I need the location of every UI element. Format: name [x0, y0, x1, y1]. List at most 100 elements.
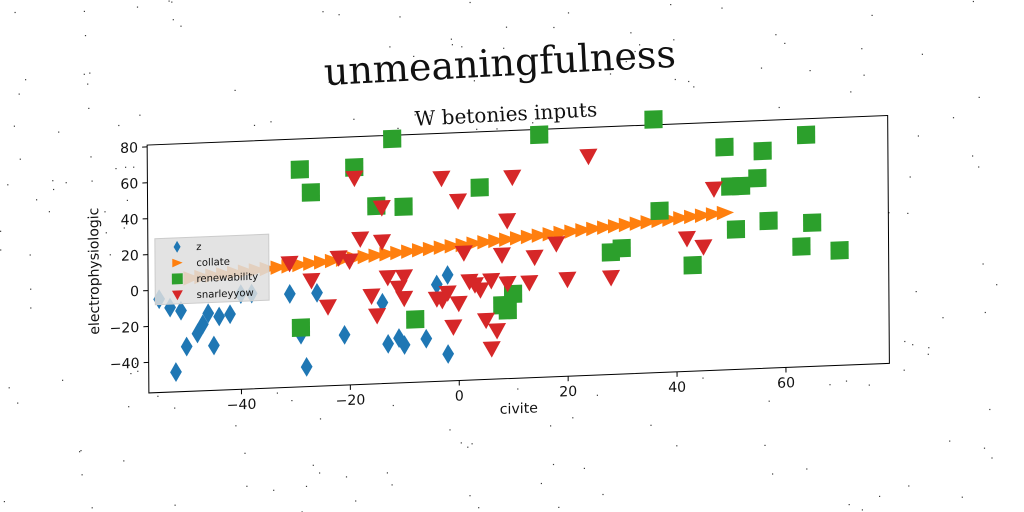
- background-speck: [104, 211, 106, 213]
- background-speck: [451, 44, 453, 46]
- data-point-z: [180, 336, 193, 357]
- data-point-snarleyyow: [340, 253, 359, 270]
- data-point-snarleyyow: [345, 170, 364, 188]
- background-speck: [168, 0, 170, 2]
- y-tick-label: 0: [130, 284, 139, 300]
- data-point-snarleyyow: [482, 272, 501, 290]
- background-speck: [473, 80, 475, 82]
- background-speck: [482, 120, 484, 123]
- background-speck: [674, 78, 676, 81]
- data-point-collate: [324, 253, 343, 269]
- background-speck: [861, 48, 863, 50]
- data-point-renewability: [715, 137, 734, 157]
- data-point-collate: [716, 205, 735, 221]
- background-speck: [25, 79, 27, 81]
- background-speck: [52, 180, 54, 182]
- data-point-z: [311, 282, 323, 303]
- y-tick-label: 40: [121, 212, 139, 229]
- background-speck: [53, 188, 55, 191]
- background-speck: [942, 317, 944, 319]
- background-speck: [863, 74, 865, 76]
- background-speck: [775, 34, 777, 36]
- background-speck: [115, 168, 117, 170]
- data-point-snarleyyow: [498, 275, 517, 293]
- data-point-renewability: [650, 201, 669, 221]
- data-point-snarleyyow: [558, 271, 577, 289]
- data-point-renewability: [796, 125, 816, 145]
- data-point-snarleyyow: [482, 341, 501, 358]
- data-point-collate: [564, 224, 582, 239]
- background-speck: [471, 443, 473, 445]
- background-speck: [36, 199, 38, 201]
- y-tick-label: 60: [120, 176, 138, 193]
- background-speck: [532, 122, 534, 124]
- data-point-collate: [618, 217, 637, 233]
- data-point-renewability: [383, 129, 402, 149]
- background-speck: [397, 127, 399, 129]
- background-speck: [888, 212, 890, 214]
- data-point-z: [382, 333, 395, 354]
- background-speck: [136, 6, 139, 8]
- data-point-snarleyyow: [492, 247, 511, 264]
- data-point-renewability: [748, 168, 767, 188]
- data-point-snarleyyow: [525, 249, 544, 267]
- data-point-collate: [303, 256, 321, 271]
- background-speck: [949, 440, 951, 442]
- x-tick-label: −20: [336, 392, 366, 409]
- y-tick-label: −20: [110, 320, 140, 337]
- background-speck: [517, 388, 519, 390]
- background-speck: [630, 32, 632, 34]
- background-speck: [978, 96, 980, 98]
- data-point-renewability: [759, 211, 778, 231]
- data-point-snarleyyow: [432, 170, 451, 188]
- background-speck: [172, 19, 174, 21]
- data-point-renewability: [792, 237, 811, 256]
- background-speck: [879, 495, 881, 497]
- background-speck: [503, 47, 505, 49]
- x-tick-label: 40: [668, 380, 686, 397]
- data-point-snarleyyow: [503, 169, 522, 187]
- background-speck: [93, 229, 95, 231]
- background-speck: [702, 377, 704, 379]
- data-point-z: [420, 328, 433, 349]
- background-speck: [912, 344, 914, 346]
- data-point-collate: [401, 244, 419, 259]
- data-point-z: [170, 362, 182, 382]
- background-speck: [496, 128, 498, 130]
- background-speck: [79, 451, 81, 453]
- background-speck: [234, 89, 236, 91]
- background-speck: [558, 506, 560, 508]
- background-speck: [634, 50, 636, 53]
- data-point-z: [213, 306, 226, 327]
- data-point-snarleyyow: [476, 312, 496, 330]
- data-point-collate: [488, 233, 506, 249]
- background-speck: [961, 496, 963, 498]
- data-point-collate: [292, 257, 310, 273]
- background-speck: [273, 489, 275, 491]
- background-speck: [355, 500, 357, 502]
- background-speck: [764, 444, 766, 446]
- background-speck: [871, 14, 873, 16]
- background-speck: [0, 230, 2, 232]
- data-point-snarleyyow: [280, 255, 299, 273]
- background-speck: [772, 473, 774, 475]
- background-speck: [135, 363, 137, 365]
- background-speck: [809, 70, 811, 72]
- background-speck: [322, 11, 324, 13]
- background-speck: [65, 182, 67, 184]
- data-point-collate: [684, 209, 702, 225]
- data-point-renewability: [498, 300, 517, 320]
- data-point-collate: [270, 260, 288, 275]
- data-point-collate: [542, 227, 560, 242]
- data-point-collate: [640, 215, 658, 230]
- background-speck: [291, 400, 293, 402]
- background-speck: [244, 452, 246, 454]
- background-speck: [609, 73, 612, 75]
- background-speck: [540, 482, 542, 485]
- data-point-z: [208, 335, 220, 356]
- background-speck: [246, 485, 248, 487]
- data-point-renewability: [644, 110, 663, 129]
- background-speck: [915, 291, 917, 293]
- background-speck: [109, 254, 111, 256]
- background-speck: [760, 67, 763, 69]
